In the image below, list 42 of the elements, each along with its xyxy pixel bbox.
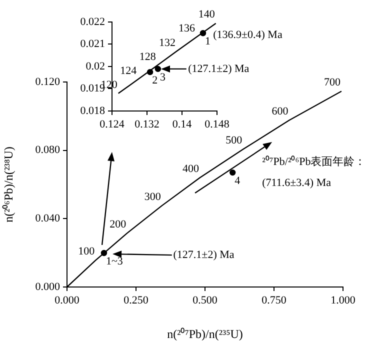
annotation: 136 — [178, 22, 196, 35]
annotation: (711.6±3.4) Ma — [262, 176, 332, 189]
x-tick-label: 0.750 — [262, 294, 287, 306]
y-tick-label: 0.018 — [80, 104, 106, 117]
annotation: (127.1±2) Ma — [188, 62, 250, 75]
y-axis-title: n(²⁰⁶Pb)/n(²³⁸U) — [1, 146, 16, 222]
annotation: 1 — [205, 36, 210, 48]
annotation: 400 — [182, 163, 200, 176]
annotation: 600 — [272, 106, 289, 118]
x-tick-label: 0.124 — [100, 118, 125, 130]
x-tick-label: 0.250 — [124, 294, 149, 306]
x-tick-label: 1.000 — [330, 294, 356, 306]
annotation: 500 — [226, 134, 243, 147]
x-axis-title: n(²⁰⁷Pb)/n(²³⁵U) — [167, 326, 243, 341]
x-tick-label: 0.132 — [134, 118, 160, 130]
annotation: 132 — [158, 36, 176, 49]
y-tick-label: 0.021 — [80, 38, 105, 50]
y-tick-label: 0.022 — [80, 16, 105, 28]
annotation: 128 — [139, 51, 156, 63]
y-tick-label: 0.120 — [35, 76, 60, 88]
annotation: 1~3 — [106, 255, 124, 268]
x-tick-label: 0.148 — [204, 118, 230, 130]
annotation: ²⁰⁷Pb/²⁰⁶Pb表面年龄： — [262, 154, 366, 168]
annotation: 200 — [110, 218, 127, 231]
annotation: 700 — [324, 76, 341, 89]
x-tick-label: 0.14 — [172, 118, 192, 130]
annotation: 4 — [234, 174, 241, 187]
annotation: (127.1±2) Ma — [173, 248, 234, 261]
annotation: 2 — [152, 74, 158, 86]
annotation: 140 — [198, 8, 216, 21]
annotation: 3 — [160, 71, 166, 84]
x-tick-label: 0.000 — [54, 294, 80, 306]
y-tick-label: 0.000 — [35, 280, 60, 293]
x-tick-label: 0.500 — [192, 294, 218, 306]
annotation: (136.9±0.4) Ma — [213, 28, 282, 41]
annotation: 300 — [144, 191, 162, 204]
y-tick-label: 0.080 — [35, 144, 60, 156]
y-tick-label: 0.02 — [86, 60, 105, 72]
y-tick-label: 0.040 — [35, 212, 60, 225]
annotation: 100 — [78, 246, 96, 258]
annotation: 124 — [120, 65, 138, 78]
point — [154, 66, 162, 72]
